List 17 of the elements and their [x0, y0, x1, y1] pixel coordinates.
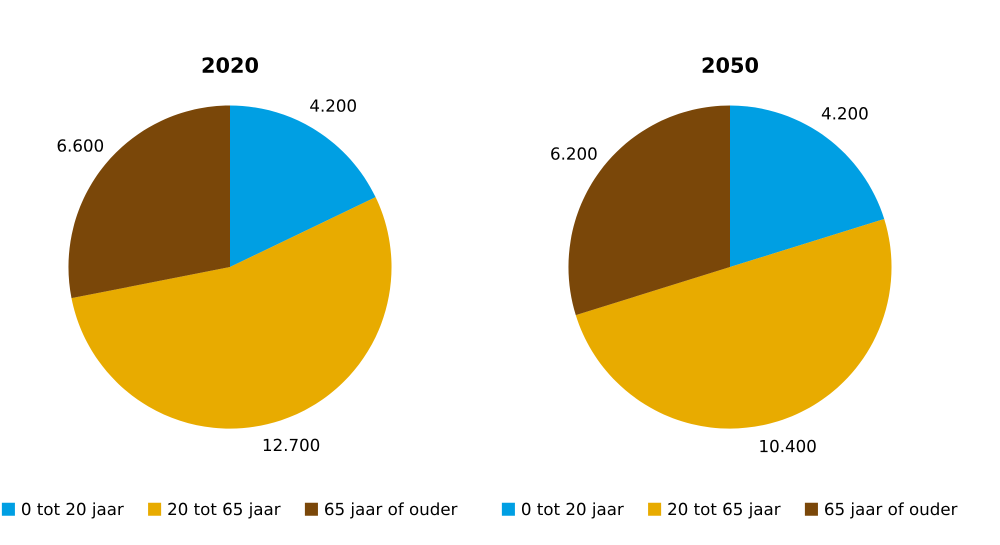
data-label: 12.700 — [264, 438, 320, 452]
pie-slice — [71, 197, 392, 429]
chart-title: 2020 — [202, 57, 258, 73]
data-label: 10.400 — [760, 440, 816, 452]
chart-title: 2050 — [702, 57, 758, 73]
data-label: 4.200 — [310, 99, 356, 112]
legend-label: 20 tot 65 jaar — [168, 502, 281, 519]
legend-label: 65 jaar of ouder — [825, 502, 958, 519]
legend-label: 0 tot 20 jaar — [522, 502, 624, 519]
data-label: 6.200 — [551, 147, 597, 160]
pie-slice — [730, 106, 884, 268]
legend-label: 65 jaar of ouder — [325, 502, 458, 519]
data-label: 4.200 — [822, 107, 868, 120]
data-label: 6.600 — [58, 139, 104, 152]
legend-label: 20 tot 65 jaar — [668, 502, 781, 519]
legend-label: 0 tot 20 jaar — [22, 502, 124, 519]
pie-slice — [576, 218, 892, 429]
